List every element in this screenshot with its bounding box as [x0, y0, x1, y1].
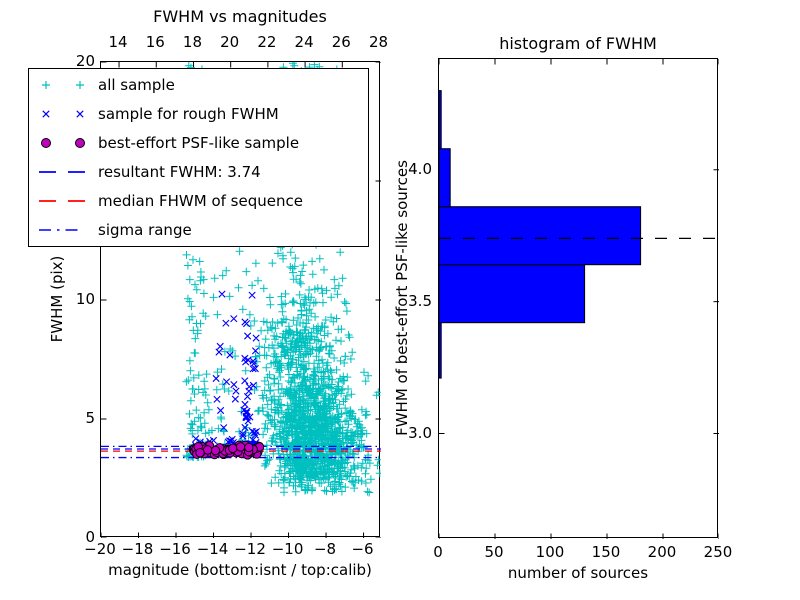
resultant-fwhm-marker-icon [39, 171, 86, 173]
x-tick-label: 150 [591, 543, 621, 561]
scatter-xaxis-label: magnitude (bottom:isnt / top:calib) [108, 561, 372, 579]
y-tick-label: 10 [75, 290, 95, 308]
psf-like-point [235, 442, 246, 452]
legend-entry-resultant-fwhm: resultant FWHM: 3.74 [29, 159, 368, 186]
x-tick-label: −12 [234, 540, 266, 558]
scatter-plot-canvas [101, 62, 381, 538]
all-sample-glyph [42, 80, 50, 89]
legend-entry-psf-like-sample: best-effort PSF-like sample [29, 129, 368, 156]
histogram-bar [439, 206, 642, 266]
histogram-bar [439, 322, 442, 379]
top-tick-label: 20 [220, 33, 240, 51]
y-tick-label: 3.0 [408, 423, 432, 442]
x-tick-label: −14 [196, 540, 229, 558]
top-tick-label: 28 [368, 33, 389, 51]
x-tick-label: −20 [84, 540, 116, 558]
y-tick-label: 4.0 [408, 159, 432, 178]
histogram-bar [439, 90, 442, 150]
sigma-range-marker-icon [39, 229, 83, 232]
legend-label-sigma-range: sigma range [98, 221, 192, 240]
all-sample-marker-icon [42, 80, 84, 89]
psf-like-point [228, 443, 238, 454]
legend-entry-all-sample: all sample [29, 71, 368, 98]
x-tick-label: −18 [121, 540, 154, 558]
legend-box: all sample sample for rough FWHM best-effo… [28, 68, 369, 247]
histogram-xaxis-label: number of sources [507, 564, 649, 582]
psf-like-point [202, 445, 213, 455]
rough-fwhm-sample-glyph [42, 110, 50, 118]
all-sample-glyph [76, 80, 84, 89]
x-tick-label: −8 [313, 540, 337, 558]
x-tick-label: 0 [433, 543, 443, 561]
top-tick-label: 22 [257, 33, 277, 51]
legend-label-psf-like-sample: best-effort PSF-like sample [98, 133, 300, 152]
legend-label-all-sample: all sample [98, 75, 175, 94]
legend-label-rough-fwhm-sample: sample for rough FWHM [98, 104, 279, 123]
histogram-axes [438, 58, 719, 539]
histogram-canvas [439, 59, 719, 539]
legend-entry-median-fwhm: median FHWM of sequence [29, 188, 368, 215]
x-tick-label: −6 [351, 540, 374, 558]
legend-label-resultant-fwhm: resultant FWHM: 3.74 [98, 163, 261, 182]
histogram-bar [439, 264, 586, 324]
top-tick-label: 24 [294, 33, 314, 51]
psf-like-sample-marker-icon [41, 137, 85, 148]
x-tick-label: −16 [159, 540, 191, 558]
x-tick-label: −10 [271, 540, 304, 558]
legend-entry-sigma-range: sigma range [29, 217, 368, 244]
psf-like-point [210, 445, 221, 456]
y-tick-label: 20 [75, 52, 95, 70]
y-tick-label: 0 [85, 528, 95, 546]
rough-fwhm-sample-glyph [76, 110, 84, 118]
scatter-yaxis-label: FWHM (pix) [48, 255, 66, 343]
y-tick-label: 3.5 [408, 291, 432, 310]
legend-label-median-fwhm: median FHWM of sequence [98, 192, 303, 211]
top-tick-label: 26 [331, 33, 351, 51]
psf-like-point [244, 442, 254, 453]
rough-fwhm-sample-marker-icon [42, 110, 84, 118]
y-tick-label: 5 [85, 409, 95, 427]
histogram-title: histogram of FWHM [499, 34, 657, 53]
median-fwhm-marker-icon [39, 200, 86, 203]
x-tick-label: 100 [535, 543, 565, 561]
psf-like-sample-glyph [41, 137, 51, 148]
x-tick-label: 50 [484, 543, 504, 561]
legend-entry-rough-fwhm-sample: sample for rough FWHM [29, 100, 368, 127]
top-tick-label: 18 [182, 33, 202, 51]
x-tick-label: 250 [703, 543, 733, 561]
histogram-bar [439, 148, 451, 208]
psf-like-point [195, 448, 205, 458]
top-tick-label: 16 [145, 33, 165, 51]
x-tick-label: 200 [647, 543, 677, 561]
psf-like-sample-glyph [75, 137, 85, 148]
scatter-plot-title: FWHM vs magnitudes [153, 7, 327, 26]
top-tick-label: 14 [108, 33, 128, 51]
